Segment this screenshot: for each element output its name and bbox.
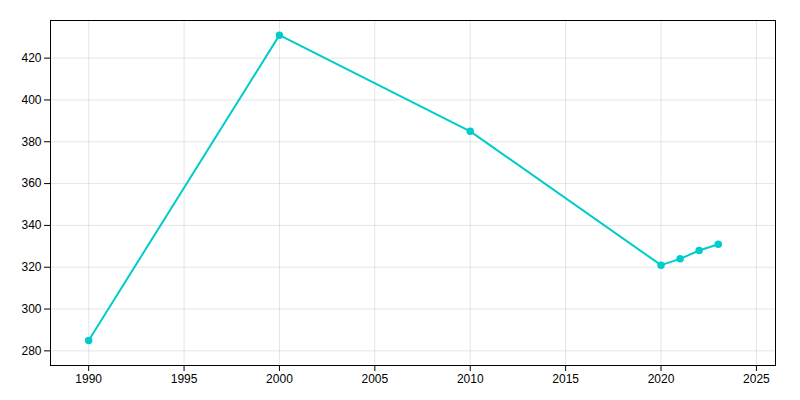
svg-text:340: 340: [21, 218, 41, 232]
svg-text:2000: 2000: [266, 372, 293, 386]
svg-text:2015: 2015: [552, 372, 579, 386]
svg-text:420: 420: [21, 51, 41, 65]
svg-text:2010: 2010: [457, 372, 484, 386]
svg-text:2020: 2020: [648, 372, 675, 386]
svg-text:320: 320: [21, 260, 41, 274]
svg-text:280: 280: [21, 344, 41, 358]
svg-text:300: 300: [21, 302, 41, 316]
svg-text:360: 360: [21, 176, 41, 190]
svg-text:1995: 1995: [171, 372, 198, 386]
svg-text:380: 380: [21, 135, 41, 149]
svg-text:2005: 2005: [361, 372, 388, 386]
svg-text:400: 400: [21, 93, 41, 107]
svg-text:2025: 2025: [743, 372, 770, 386]
svg-text:1990: 1990: [75, 372, 102, 386]
